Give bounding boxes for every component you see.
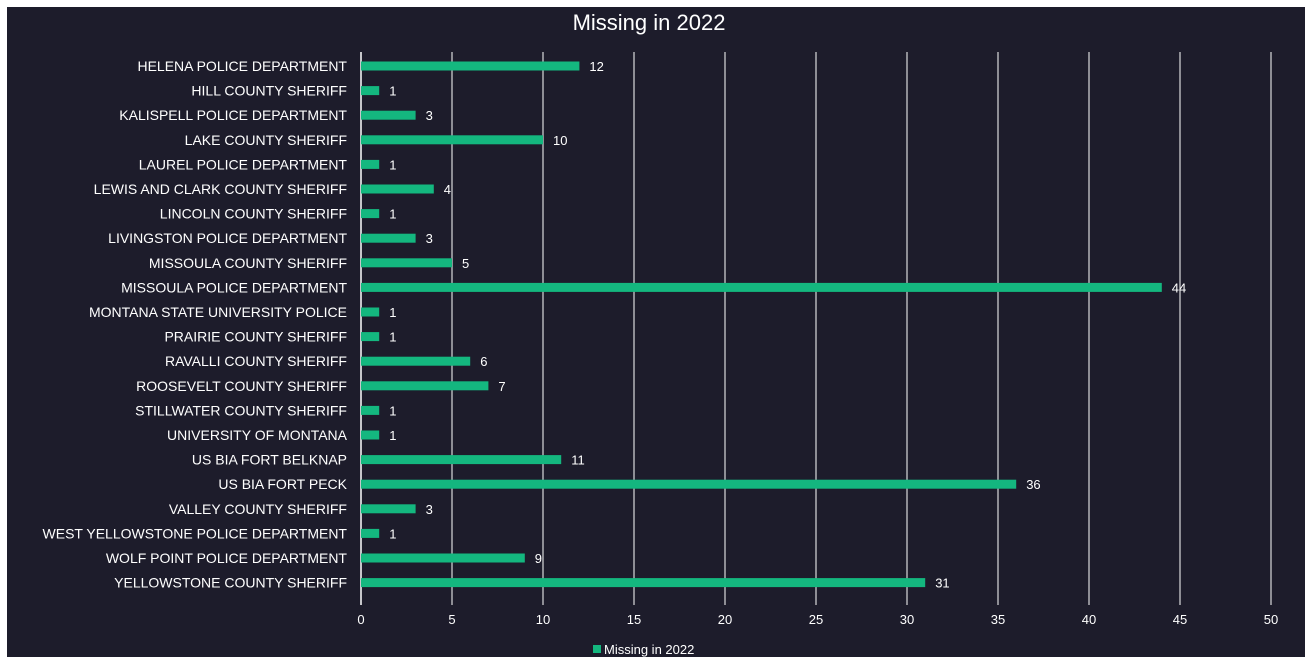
category-label: LINCOLN COUNTY SHERIFF: [160, 206, 347, 222]
data-label: 4: [444, 182, 451, 197]
category-label: HELENA POLICE DEPARTMENT: [137, 58, 347, 74]
data-label: 5: [462, 256, 469, 271]
bar: [361, 159, 380, 169]
x-tick-label: 10: [536, 612, 550, 627]
data-label: 44: [1172, 280, 1186, 295]
bar: [361, 356, 471, 366]
x-tick-label: 5: [448, 612, 455, 627]
category-label: LIVINGSTON POLICE DEPARTMENT: [108, 230, 347, 246]
data-label: 1: [389, 305, 396, 320]
category-label: STILLWATER COUNTY SHERIFF: [135, 402, 347, 418]
category-label: PRAIRIE COUNTY SHERIFF: [164, 329, 347, 345]
data-label: 12: [589, 59, 603, 74]
bar-chart: Missing in 2022 0 5 10 15 20 25 30 35 40 45 50 HEL…: [43, 10, 1279, 657]
category-label: MISSOULA COUNTY SHERIFF: [149, 255, 347, 271]
bar: [361, 307, 380, 317]
category-label: WEST YELLOWSTONE POLICE DEPARTMENT: [43, 525, 348, 541]
data-label: 3: [426, 231, 433, 246]
category-label: WOLF POINT POLICE DEPARTMENT: [106, 550, 348, 566]
bar: [361, 455, 562, 465]
bar: [361, 381, 489, 391]
data-label: 1: [389, 207, 396, 222]
category-label: VALLEY COUNTY SHERIFF: [169, 501, 347, 517]
category-label: LAKE COUNTY SHERIFF: [185, 132, 347, 148]
bar: [361, 184, 434, 194]
bar: [361, 430, 380, 440]
data-label: 36: [1026, 477, 1040, 492]
bar: [361, 110, 416, 120]
bar: [361, 332, 380, 342]
data-label: 1: [389, 84, 396, 99]
chart-title: Missing in 2022: [573, 10, 726, 35]
bar: [361, 86, 380, 96]
data-label: 9: [535, 551, 542, 566]
x-tick-label: 20: [718, 612, 732, 627]
data-label: 10: [553, 133, 567, 148]
category-label: US BIA FORT PECK: [218, 476, 347, 492]
x-tick-label: 50: [1264, 612, 1278, 627]
bar: [361, 61, 580, 71]
bar: [361, 233, 416, 243]
category-label: MONTANA STATE UNIVERSITY POLICE: [89, 304, 347, 320]
bar: [361, 135, 543, 145]
data-label: 6: [480, 354, 487, 369]
category-label: US BIA FORT BELKNAP: [192, 452, 347, 468]
legend-swatch: [593, 645, 601, 653]
x-tick-label: 0: [357, 612, 364, 627]
category-label: ROOSEVELT COUNTY SHERIFF: [136, 378, 347, 394]
bar: [361, 258, 452, 268]
category-label: MISSOULA POLICE DEPARTMENT: [121, 279, 347, 295]
category-label: KALISPELL POLICE DEPARTMENT: [119, 107, 347, 123]
x-tick-label: 30: [900, 612, 914, 627]
data-label: 1: [389, 403, 396, 418]
category-label: RAVALLI COUNTY SHERIFF: [165, 353, 347, 369]
data-label: 3: [426, 108, 433, 123]
x-tick-label: 35: [991, 612, 1005, 627]
x-tick-label: 40: [1082, 612, 1096, 627]
data-label: 1: [389, 428, 396, 443]
category-label: YELLOWSTONE COUNTY SHERIFF: [114, 575, 347, 591]
data-label: 1: [389, 526, 396, 541]
x-tick-label: 25: [809, 612, 823, 627]
category-label: LEWIS AND CLARK COUNTY SHERIFF: [94, 181, 347, 197]
bar: [361, 282, 1162, 292]
bar: [361, 209, 380, 219]
data-label: 3: [426, 502, 433, 517]
legend-label: Missing in 2022: [604, 642, 694, 657]
x-tick-label: 15: [627, 612, 641, 627]
data-label: 11: [571, 453, 585, 468]
bar: [361, 504, 416, 514]
category-label: UNIVERSITY OF MONTANA: [167, 427, 348, 443]
data-label: 31: [935, 576, 949, 591]
bar: [361, 479, 1017, 489]
bar: [361, 528, 380, 538]
bar: [361, 553, 525, 563]
data-label: 7: [498, 379, 505, 394]
x-tick-label: 45: [1173, 612, 1187, 627]
data-label: 1: [389, 330, 396, 345]
category-label: LAUREL POLICE DEPARTMENT: [139, 156, 348, 172]
chart-container: Missing in 2022 0 5 10 15 20 25 30 35 40 45 50 HEL…: [7, 7, 1305, 657]
bar: [361, 578, 926, 588]
data-label: 1: [389, 157, 396, 172]
category-label: HILL COUNTY SHERIFF: [191, 83, 347, 99]
bar: [361, 405, 380, 415]
